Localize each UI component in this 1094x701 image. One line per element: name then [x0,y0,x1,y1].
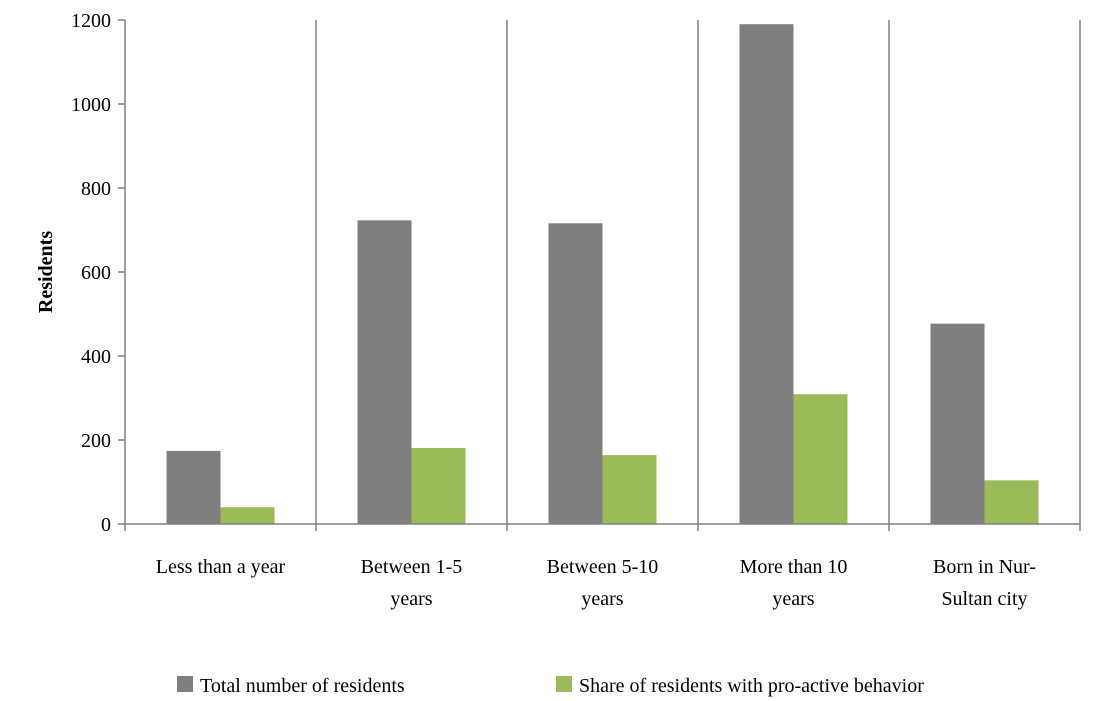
legend-swatch [177,676,193,692]
bar-proactive-share [793,394,848,524]
bars [166,24,1039,524]
bar-proactive-share [411,447,466,524]
x-category-label: Between 1-5 years [361,556,463,610]
x-category-label: Less than a year [156,556,286,578]
y-axis-title: Residents [35,231,57,313]
legend-label: Share of residents with pro-active behav… [579,675,924,697]
grid-lines [315,20,1081,524]
x-category-label: More than 10 years [740,556,848,610]
bar-total-residents [739,24,794,524]
bar-proactive-share [220,507,275,524]
y-tick-label: 200 [81,430,111,452]
bar-total-residents [930,323,985,524]
y-tick-label: 800 [81,178,111,200]
bar-proactive-share [984,480,1039,524]
bar-proactive-share [602,455,657,524]
y-tick-label: 1200 [71,10,111,32]
y-tick-label: 400 [81,346,111,368]
y-tick-label: 1000 [71,94,111,116]
y-tick-label: 0 [101,514,111,536]
y-tick-label: 600 [81,262,111,284]
x-category-label: Born in Nur-Sultan city [933,556,1036,610]
bar-total-residents [357,220,412,524]
x-category-labels: Less than a year Between 1-5 years Between … [156,556,1036,610]
legend: Total number of residents Share of reside… [177,675,924,697]
bar-total-residents [548,223,603,524]
legend-label: Total number of residents [200,675,405,697]
bar-total-residents [166,450,221,524]
x-category-label: Between 5-10 years [547,556,659,610]
legend-swatch [556,676,572,692]
y-tick-labels: 0 200 400 600 800 1000 1200 [71,10,1081,536]
